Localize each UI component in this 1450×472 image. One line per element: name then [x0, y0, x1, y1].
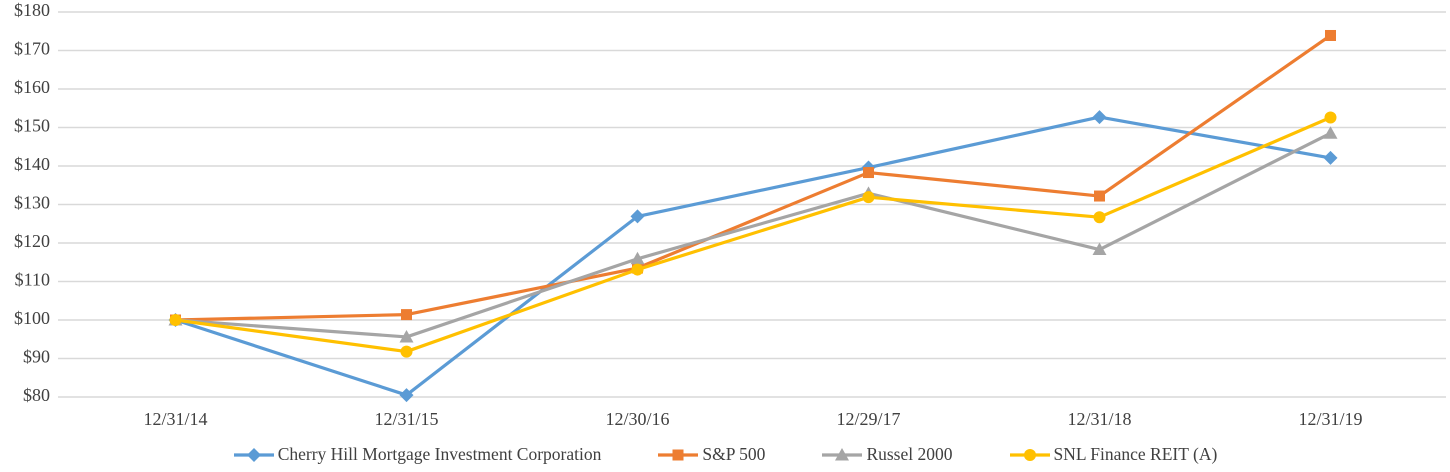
- y-tick-label: $140: [14, 154, 50, 174]
- legend-label: Cherry Hill Mortgage Investment Corporat…: [277, 444, 602, 464]
- circle-marker: [1093, 211, 1106, 224]
- diamond-marker: [246, 447, 261, 462]
- x-tick-label: 12/31/14: [143, 409, 207, 429]
- legend-circle-swatch: [1009, 448, 1050, 461]
- y-tick-label: $100: [14, 308, 50, 328]
- legend-diamond-swatch: [233, 447, 274, 462]
- series-line-russel-2000: [173, 131, 1333, 339]
- triangle-marker: [1092, 242, 1107, 256]
- square-marker: [863, 167, 874, 179]
- x-tick-label: 12/31/15: [374, 409, 438, 429]
- triangle-marker: [835, 447, 850, 460]
- circle-marker: [1023, 448, 1036, 461]
- square-marker: [1325, 29, 1336, 41]
- square-marker: [1094, 190, 1105, 202]
- x-tick-label: 12/31/19: [1298, 409, 1362, 429]
- legend-label: SNL Finance REIT (A): [1053, 444, 1218, 464]
- circle-marker: [631, 263, 644, 276]
- legend-item-snl-finance-reit-a: SNL Finance REIT (A): [1009, 444, 1218, 465]
- x-tick-label: 12/31/18: [1067, 409, 1131, 429]
- legend-square-swatch: [658, 449, 699, 460]
- circle-marker: [1324, 111, 1337, 124]
- x-tick-label: 12/29/17: [836, 409, 900, 429]
- y-tick-label: $160: [14, 77, 50, 97]
- circle-marker: [862, 191, 875, 204]
- triangle-marker: [399, 329, 414, 343]
- legend-label: S&P 500: [702, 444, 766, 464]
- diamond-marker: [1092, 110, 1107, 125]
- chart-legend: Cherry Hill Mortgage Investment Corporat…: [0, 444, 1450, 465]
- y-tick-label: $90: [23, 347, 50, 367]
- y-tick-label: $180: [14, 0, 50, 20]
- x-tick-label: 12/30/16: [605, 409, 669, 429]
- circle-marker: [169, 314, 182, 326]
- y-tick-label: $150: [14, 116, 50, 136]
- legend-item-russel-2000: Russel 2000: [821, 444, 953, 465]
- legend-triangle-swatch: [822, 447, 863, 460]
- legend-label: Russel 2000: [866, 444, 953, 464]
- y-tick-label: $110: [15, 270, 50, 290]
- series-line-cherry-hill-mortgage-investment-corporation: [173, 115, 1333, 397]
- diamond-marker: [630, 209, 645, 224]
- series-line-snl-finance-reit-a: [173, 115, 1333, 354]
- legend-item-s-p-500: S&P 500: [657, 444, 765, 465]
- series-line-s-p-500: [173, 33, 1333, 322]
- y-tick-label: $120: [14, 231, 50, 251]
- triangle-marker: [1323, 126, 1338, 139]
- triangle-marker: [630, 251, 645, 265]
- square-marker: [672, 449, 684, 460]
- y-tick-label: $130: [14, 193, 50, 213]
- square-marker: [401, 309, 412, 321]
- y-tick-label: $170: [14, 39, 50, 59]
- legend-item-cherry-hill-mortgage-investment-corporation: Cherry Hill Mortgage Investment Corporat…: [233, 444, 602, 465]
- diamond-marker: [399, 388, 414, 403]
- circle-marker: [400, 345, 413, 358]
- diamond-marker: [1323, 150, 1338, 165]
- y-tick-label: $80: [23, 385, 50, 405]
